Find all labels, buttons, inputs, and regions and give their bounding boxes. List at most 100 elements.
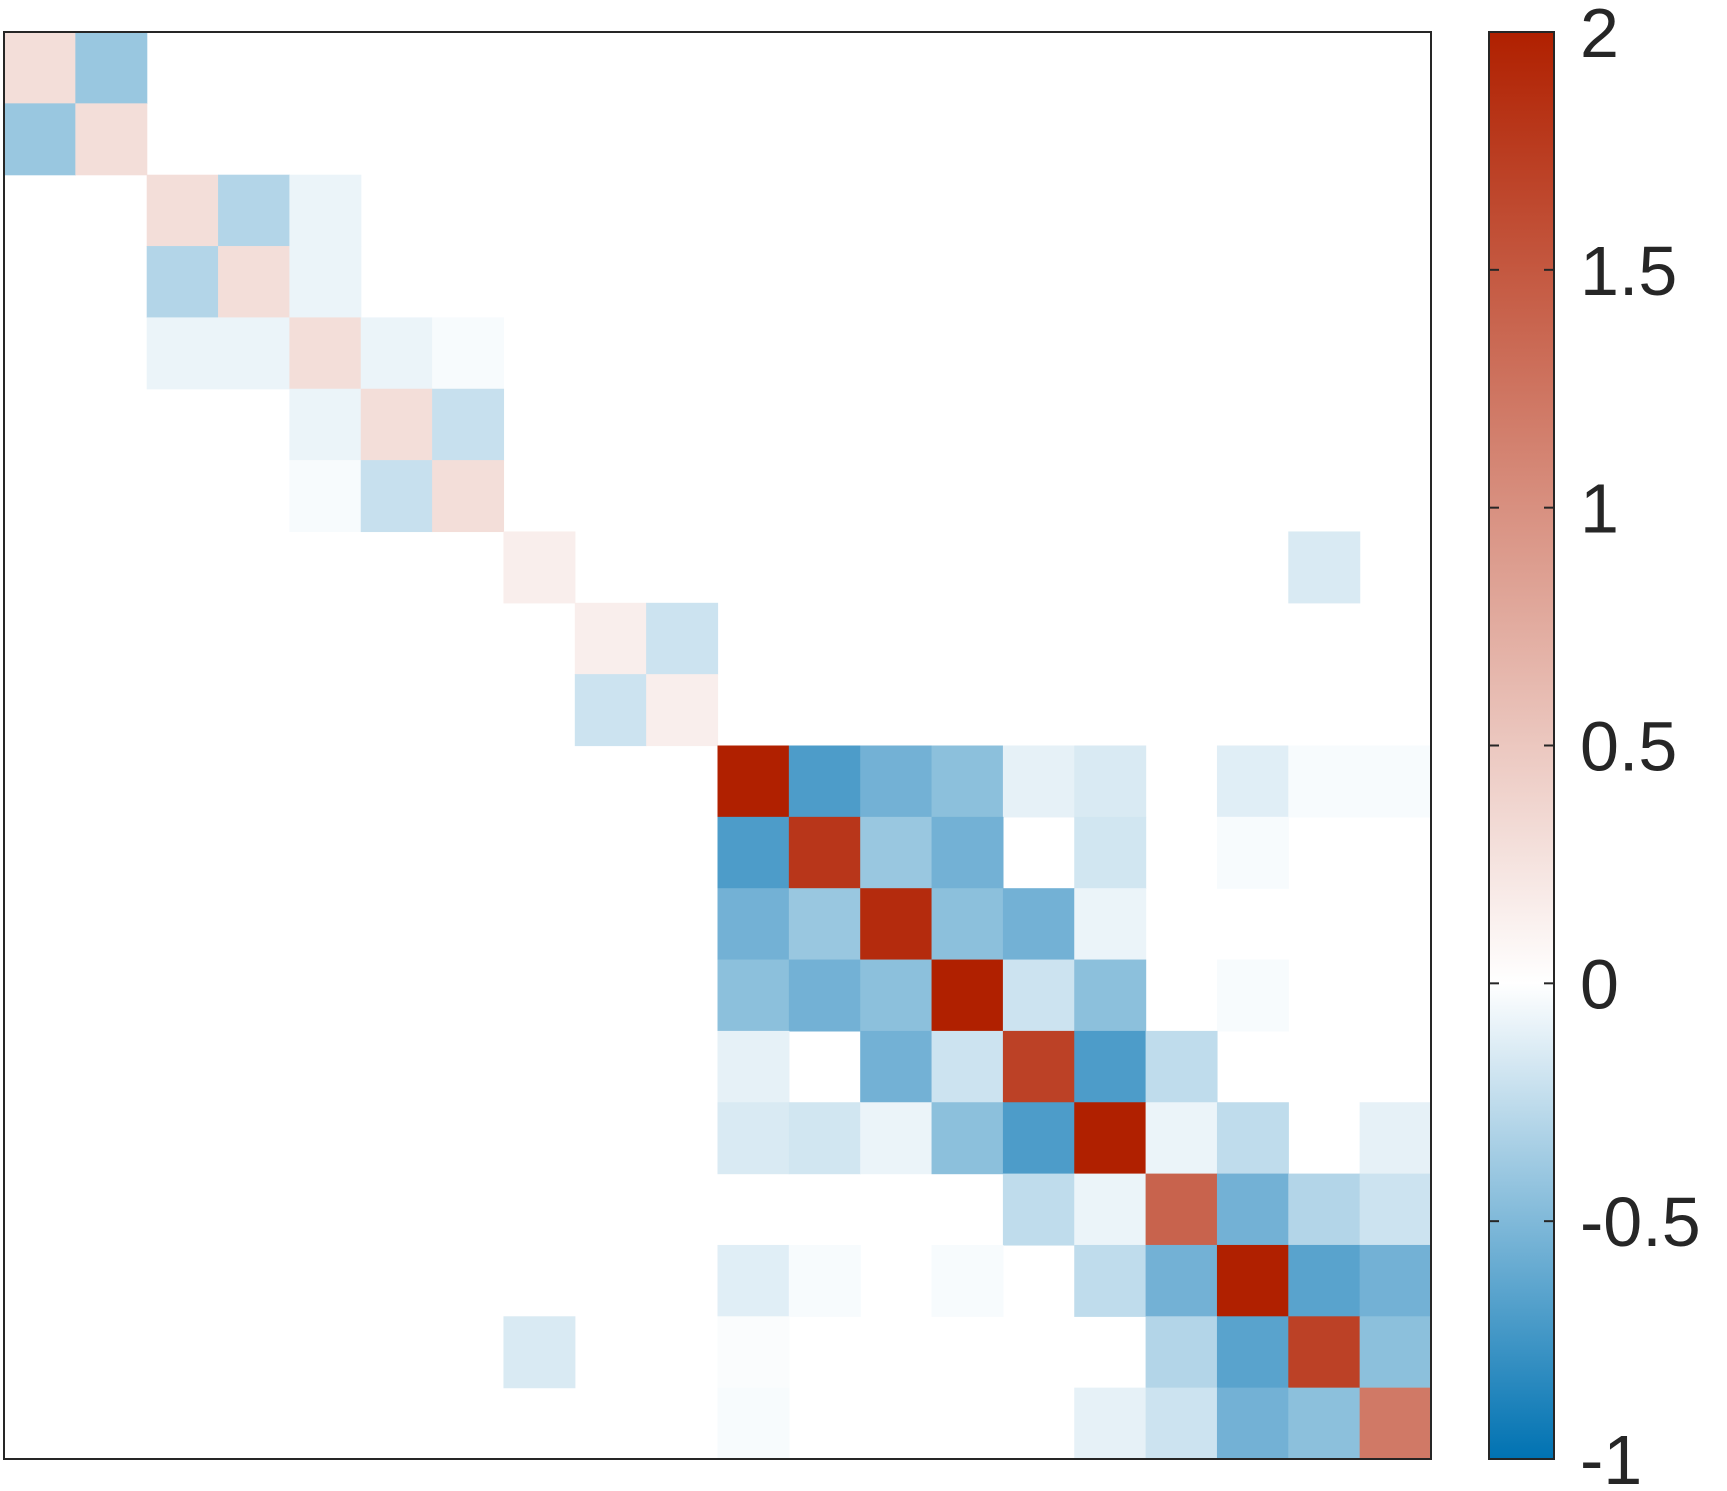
heatmap-cell-r11-c12	[788, 745, 861, 818]
heatmap-cell-r14-c15	[1002, 959, 1075, 1032]
heatmap-cell-r16-c14	[931, 1102, 1004, 1175]
heatmap-cell-r20-c20	[1359, 1387, 1432, 1460]
heatmap-cell-r2-c1	[4, 103, 76, 176]
heatmap-cell-r16-c17	[1145, 1102, 1218, 1175]
heatmap-cell-r12-c18	[1216, 816, 1289, 889]
heatmap-cell-r15-c17	[1145, 1030, 1218, 1103]
heatmap-cell-r6-c7	[432, 388, 505, 461]
heatmap-cell-r18-c11	[717, 1244, 790, 1317]
heatmap-cell-r14-c16	[1074, 959, 1147, 1032]
heatmap-cell-r16-c16	[1074, 1102, 1147, 1175]
heatmap-cells	[4, 32, 1432, 1460]
heatmap-cell-r16-c15	[1002, 1102, 1075, 1175]
colorbar-tick-label: -1	[1580, 1421, 1642, 1491]
heatmap-cell-r5-c3	[146, 317, 219, 390]
heatmap-cell-r12-c13	[860, 816, 933, 889]
heatmap-cell-r2-c2	[75, 103, 148, 176]
heatmap-cell-r13-c14	[931, 888, 1004, 961]
colorbar-tick-label: -0.5	[1580, 1183, 1701, 1261]
heatmap-cell-r9-c9	[574, 602, 647, 675]
colorbar-tick-label: 1	[1580, 470, 1619, 548]
heatmap-cell-r17-c15	[1002, 1173, 1075, 1246]
heatmap-cell-r18-c12	[788, 1244, 861, 1317]
heatmap-cell-r13-c15	[1002, 888, 1075, 961]
heatmap-cell-r5-c6	[360, 317, 433, 390]
colorbar-tick-label: 0.5	[1580, 708, 1677, 786]
heatmap-cell-r16-c20	[1359, 1102, 1432, 1175]
heatmap-cell-r18-c20	[1359, 1244, 1432, 1317]
heatmap-cell-r11-c16	[1074, 745, 1147, 818]
colorbar	[1488, 31, 1555, 1460]
heatmap-cell-r7-c5	[289, 460, 362, 533]
heatmap-cell-r20-c11	[717, 1387, 790, 1460]
heatmap-cell-r13-c16	[1074, 888, 1147, 961]
heatmap-cell-r17-c19	[1288, 1173, 1361, 1246]
heatmap-cell-r6-c6	[360, 388, 433, 461]
heatmap-cell-r15-c14	[931, 1030, 1004, 1103]
heatmap-cell-r18-c19	[1288, 1244, 1361, 1317]
heatmap-cell-r4-c4	[218, 246, 290, 318]
heatmap-cell-r19-c20	[1359, 1316, 1432, 1389]
heatmap-cell-r3-c4	[218, 174, 290, 247]
heatmap-cell-r19-c19	[1288, 1316, 1361, 1389]
plot-area-frame	[3, 31, 1432, 1460]
heatmap-cell-r9-c10	[646, 602, 719, 675]
heatmap-cell-r11-c20	[1359, 745, 1432, 818]
colorbar-tick-label: 1.5	[1580, 232, 1677, 310]
heatmap-cell-r16-c11	[717, 1102, 790, 1175]
heatmap-cell-r12-c14	[931, 816, 1004, 889]
heatmap-cell-r11-c14	[931, 745, 1004, 818]
heatmap-cell-r20-c17	[1145, 1387, 1218, 1460]
heatmap-cell-r12-c12	[788, 816, 861, 889]
heatmap-cell-r1-c2	[75, 32, 148, 104]
heatmap-cell-r13-c11	[717, 888, 790, 961]
heatmap-cell-r11-c13	[860, 745, 933, 818]
heatmap-cell-r14-c13	[860, 959, 933, 1032]
heatmap-cell-r10-c9	[574, 674, 647, 747]
heatmap-cell-r17-c17	[1145, 1173, 1218, 1246]
heatmap-cell-r12-c11	[717, 816, 790, 889]
heatmap-cell-r19-c18	[1216, 1316, 1289, 1389]
heatmap-cell-r17-c18	[1216, 1173, 1289, 1246]
heatmap-cell-r15-c13	[860, 1030, 933, 1103]
heatmap-cell-r6-c5	[289, 388, 362, 461]
heatmap-cell-r16-c13	[860, 1102, 933, 1175]
heatmap-cell-r11-c11	[717, 745, 790, 818]
colorbar-tick-label: 2	[1580, 0, 1619, 72]
heatmap-cell-r18-c16	[1074, 1244, 1147, 1317]
heatmap-cell-r14-c18	[1216, 959, 1289, 1032]
heatmap-cell-r18-c17	[1145, 1244, 1218, 1317]
heatmap-cell-r16-c12	[788, 1102, 861, 1175]
heatmap-cell-r3-c5	[289, 174, 362, 247]
heatmap-cell-r14-c12	[788, 959, 861, 1032]
heatmap-cell-r14-c11	[717, 959, 790, 1032]
heatmap-cell-r8-c8	[503, 531, 576, 604]
heatmap-cell-r15-c11	[717, 1030, 790, 1103]
heatmap-cell-r12-c16	[1074, 816, 1147, 889]
heatmap-cell-r10-c10	[646, 674, 719, 747]
heatmap-cell-r13-c13	[860, 888, 933, 961]
heatmap-cell-r17-c20	[1359, 1173, 1432, 1246]
heatmap-cell-r19-c11	[717, 1316, 790, 1389]
heatmap-cell-r1-c1	[4, 32, 76, 104]
heatmap-cell-r18-c18	[1216, 1244, 1289, 1317]
heatmap-cell-r3-c3	[146, 174, 219, 247]
heatmap-cell-r7-c6	[360, 460, 433, 533]
heatmap-cell-r18-c14	[931, 1244, 1004, 1317]
heatmap-cell-r13-c12	[788, 888, 861, 961]
heatmap-cell-r19-c17	[1145, 1316, 1218, 1389]
heatmap-cell-r17-c16	[1074, 1173, 1147, 1246]
heatmap-cell-r15-c16	[1074, 1030, 1147, 1103]
heatmap-cell-r20-c19	[1288, 1387, 1361, 1460]
heatmap-cell-r11-c18	[1216, 745, 1289, 818]
heatmap-cell-r5-c7	[432, 317, 505, 390]
heatmap-cell-r19-c8	[503, 1316, 576, 1389]
heatmap-cell-r20-c18	[1216, 1387, 1289, 1460]
heatmap-cell-r4-c5	[289, 246, 362, 318]
heatmap-cell-r20-c16	[1074, 1387, 1147, 1460]
heatmap-cell-r11-c19	[1288, 745, 1361, 818]
colorbar-tick-label: 0	[1580, 945, 1619, 1023]
heatmap-cell-r15-c15	[1002, 1030, 1075, 1103]
heatmap-cell-r7-c7	[432, 460, 505, 533]
